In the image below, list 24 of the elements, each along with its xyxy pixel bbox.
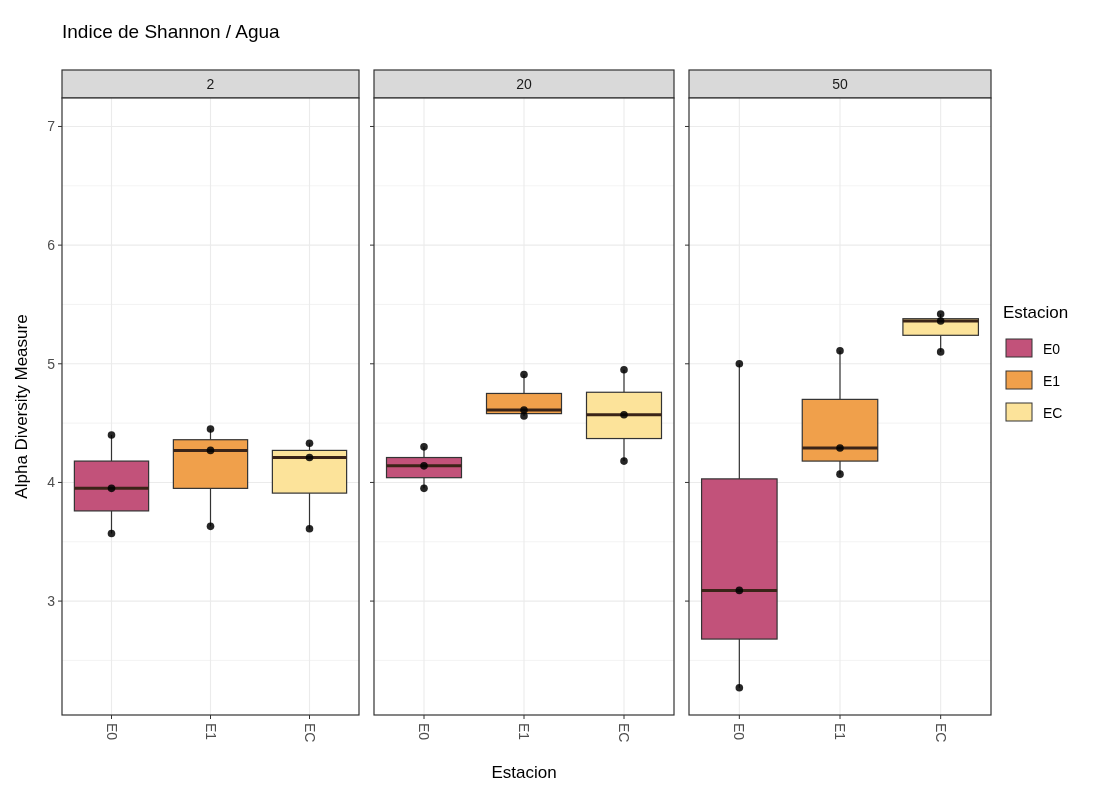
x-tick-label: E0 [416, 723, 432, 741]
chart-subtitle: 20 [516, 76, 532, 92]
x-tick-label: EC [932, 723, 949, 743]
y-tick-label: 3 [47, 593, 56, 610]
x-tick-label: EC [301, 723, 318, 743]
chart-title: Indice de Shannon / Agua [62, 21, 281, 42]
x-tick-label: E1 [516, 723, 532, 741]
x-tick-label: E0 [103, 723, 120, 741]
y-axis-title: Alpha Diversity Measure [12, 314, 31, 499]
legend-label: E1 [1043, 373, 1061, 389]
chart-subtitle: 2 [206, 76, 215, 92]
y-tick-label: 7 [47, 118, 56, 135]
y-tick-label: 4 [47, 474, 56, 491]
x-tick-label: E1 [832, 723, 848, 741]
x-tick-label: E1 [202, 723, 219, 741]
legend-label: EC [1043, 405, 1063, 421]
x-tick-label: EC [616, 723, 632, 743]
x-tick-label: E0 [731, 723, 748, 741]
x-axis-title: Estacion [491, 763, 557, 782]
legend-label: E0 [1043, 341, 1061, 357]
legend-title: Estacion [1003, 303, 1069, 322]
chart-subtitle: 50 [832, 76, 848, 92]
y-tick-label: 6 [47, 237, 56, 254]
y-tick-label: 5 [47, 355, 56, 372]
